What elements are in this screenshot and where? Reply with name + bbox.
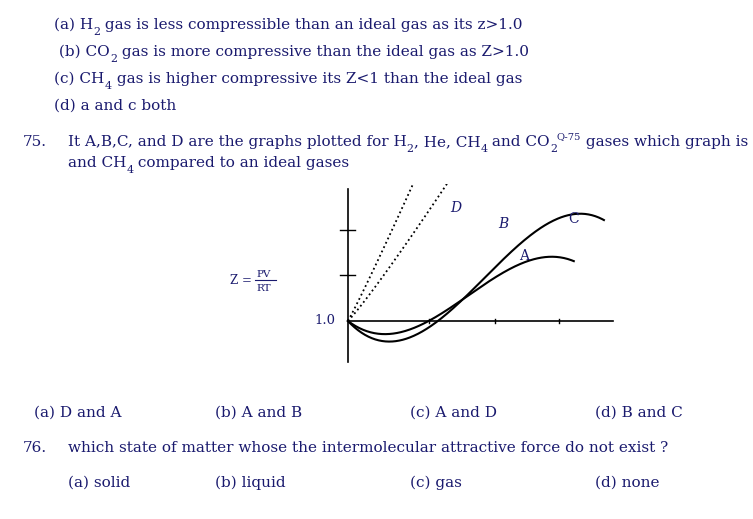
Text: PV: PV bbox=[257, 269, 271, 279]
Text: D: D bbox=[450, 200, 462, 214]
Text: 4: 4 bbox=[127, 165, 133, 175]
Text: 76.: 76. bbox=[23, 441, 47, 455]
Text: (c) A and D: (c) A and D bbox=[410, 405, 498, 419]
Text: B: B bbox=[498, 217, 509, 231]
Text: 2: 2 bbox=[407, 144, 413, 154]
Text: 4: 4 bbox=[480, 144, 487, 154]
Text: , He, CH: , He, CH bbox=[413, 135, 480, 149]
Text: RT: RT bbox=[257, 283, 271, 293]
Text: (d) a and c both: (d) a and c both bbox=[54, 99, 176, 113]
Text: A: A bbox=[520, 249, 529, 263]
Text: (c) gas: (c) gas bbox=[410, 475, 462, 490]
Text: (d) B and C: (d) B and C bbox=[595, 405, 683, 419]
Text: (b) CO: (b) CO bbox=[54, 45, 110, 59]
Text: Z =: Z = bbox=[230, 274, 252, 287]
Text: (a) H: (a) H bbox=[54, 18, 93, 32]
Text: 2: 2 bbox=[93, 27, 100, 37]
Text: (b) liquid: (b) liquid bbox=[215, 475, 285, 490]
Text: 1.0: 1.0 bbox=[315, 315, 336, 327]
Text: (b) A and B: (b) A and B bbox=[215, 405, 302, 419]
Text: 2: 2 bbox=[110, 54, 117, 64]
Text: and CO: and CO bbox=[487, 135, 550, 149]
Text: gas is higher compressive its Z<1 than the ideal gas: gas is higher compressive its Z<1 than t… bbox=[111, 72, 522, 86]
Text: compared to an ideal gases: compared to an ideal gases bbox=[133, 156, 349, 170]
Text: gases which graph is related for fH: gases which graph is related for fH bbox=[581, 135, 753, 149]
Text: 4: 4 bbox=[105, 81, 111, 91]
Text: 2: 2 bbox=[550, 144, 557, 154]
Text: and CH: and CH bbox=[68, 156, 127, 170]
Text: (d) none: (d) none bbox=[595, 476, 660, 490]
Text: (a) solid: (a) solid bbox=[68, 476, 130, 490]
Text: gas is less compressible than an ideal gas as its z>1.0: gas is less compressible than an ideal g… bbox=[100, 18, 523, 32]
Text: gas is more compressive than the ideal gas as Z>1.0: gas is more compressive than the ideal g… bbox=[117, 45, 529, 59]
Text: which state of matter whose the intermolecular attractive force do not exist ?: which state of matter whose the intermol… bbox=[68, 441, 668, 455]
Text: 75.: 75. bbox=[23, 135, 47, 149]
Text: (a) D and A: (a) D and A bbox=[34, 405, 121, 419]
Text: C: C bbox=[568, 212, 578, 226]
Text: (c) CH: (c) CH bbox=[54, 72, 105, 86]
Text: Q-75: Q-75 bbox=[557, 132, 581, 141]
Text: It A,B,C, and D are the graphs plotted for H: It A,B,C, and D are the graphs plotted f… bbox=[68, 135, 407, 149]
